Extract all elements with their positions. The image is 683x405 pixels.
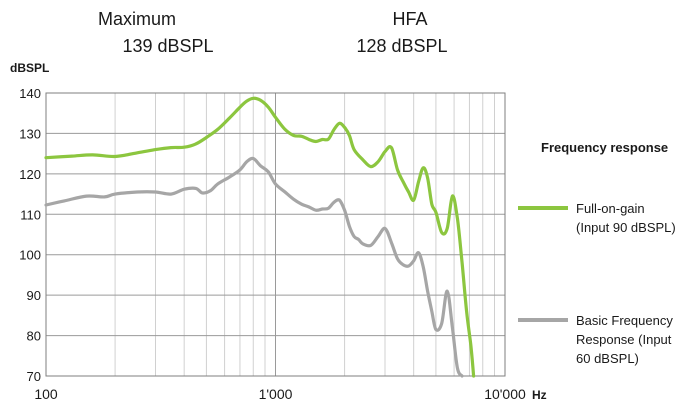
x-tick-label: 100	[34, 386, 58, 402]
y-tick-label: 140	[19, 86, 41, 101]
legend: Frequency response Full-on-gain (Input 9…	[518, 140, 676, 366]
legend-label-full-on-gain-1: Full-on-gain	[576, 201, 645, 216]
legend-label-basic-1: Basic Frequency	[576, 313, 673, 328]
y-tick-label: 120	[19, 167, 41, 182]
tick-labels: 140 130 120 110 100 90 80 70 100 1'000 10'000	[19, 86, 526, 402]
y-tick-label: 70	[27, 369, 41, 384]
hfa-label: HFA	[392, 9, 427, 29]
y-axis-label: dBSPL	[10, 61, 49, 75]
y-tick-label: 90	[27, 288, 41, 303]
maximum-label: Maximum	[98, 9, 176, 29]
series-line-basic-frequency-response	[44, 156, 464, 378]
y-tick-label: 80	[27, 329, 41, 344]
legend-label-basic-3: 60 dBSPL)	[576, 351, 639, 366]
series-line-full-on-gain	[44, 96, 476, 378]
hfa-value: 128 dBSPL	[356, 36, 447, 56]
grid-lines	[45, 92, 506, 377]
x-axis-label: Hz	[532, 388, 547, 402]
plot-border	[45, 92, 506, 377]
y-tick-label: 100	[19, 248, 41, 263]
maximum-value: 139 dBSPL	[122, 36, 213, 56]
x-tick-label: 10'000	[484, 386, 526, 402]
x-tick-label: 1'000	[259, 386, 293, 402]
series-lines	[44, 96, 476, 378]
y-tick-label: 110	[20, 207, 41, 222]
legend-title: Frequency response	[541, 140, 668, 155]
legend-label-full-on-gain-2: (Input 90 dBSPL)	[576, 220, 676, 235]
legend-label-basic-2: Response (Input	[576, 332, 672, 347]
y-tick-label: 130	[19, 126, 41, 141]
